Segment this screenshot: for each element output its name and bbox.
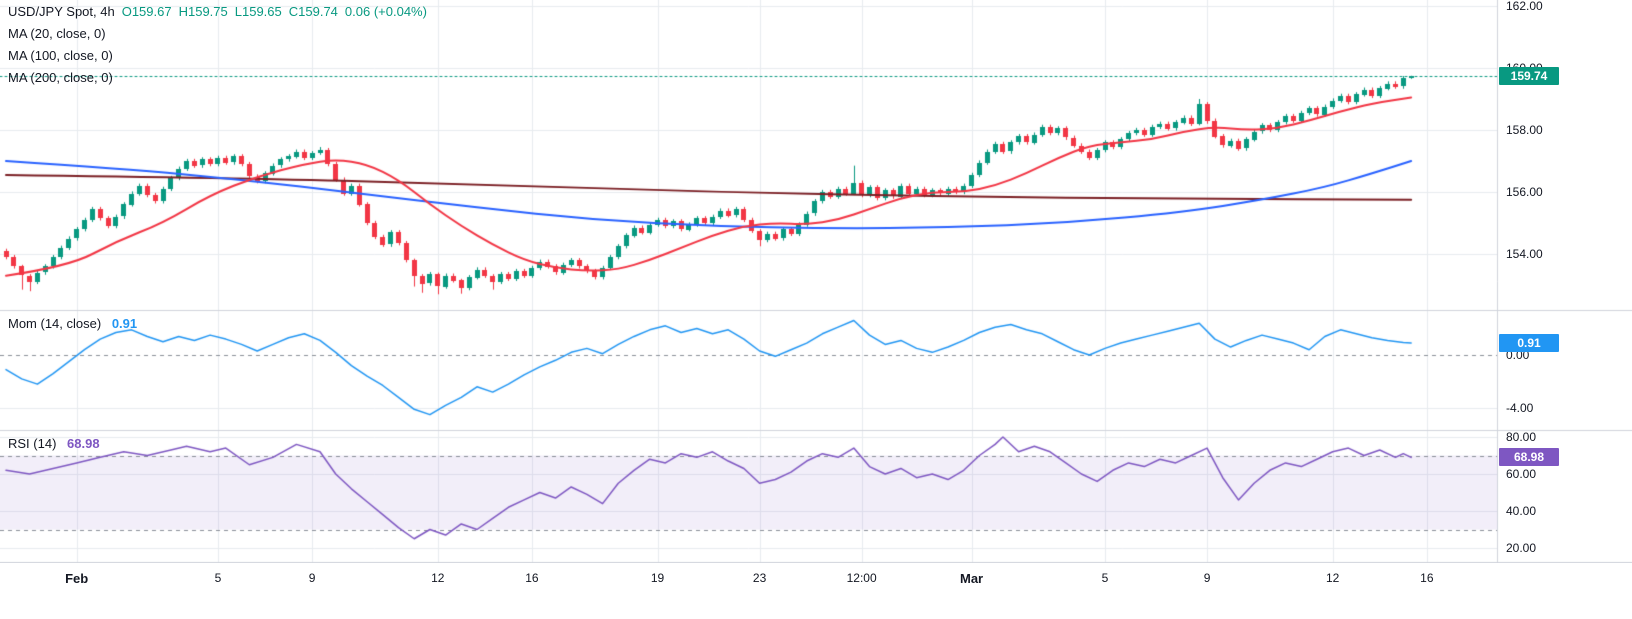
time-label: 12 — [431, 571, 445, 585]
ohlc-open: O159.67 — [121, 4, 172, 19]
time-label: 12 — [1325, 571, 1340, 585]
time-label: 9 — [308, 571, 316, 585]
time-label: 23 — [752, 571, 767, 585]
rsi-tick-label: 60.00 — [1506, 467, 1537, 481]
current-price-badge: 159.74 — [1499, 67, 1559, 86]
time-scale[interactable]: Feb 5 9 12 16 19 23 12:00 Mar 5 9 12 16 — [0, 563, 1632, 619]
time-label: 16 — [525, 571, 539, 585]
ohlc-low: L159.65 — [234, 4, 282, 19]
rsi-tick-label: 20.00 — [1506, 541, 1537, 555]
rsi-value: 68.98 — [67, 436, 100, 451]
symbol-legend-row[interactable]: USD/JPY Spot, 4h O159.67 H159.75 L159.65 C15… — [8, 4, 427, 20]
ma100-legend-row[interactable]: MA (100, close, 0) — [8, 48, 113, 64]
chart-canvas[interactable] — [0, 0, 1632, 563]
rsi-tick-label: 80.00 — [1506, 430, 1537, 444]
ma20-label: MA (20, close, 0) — [8, 26, 106, 41]
ma20-legend-row[interactable]: MA (20, close, 0) — [8, 26, 106, 42]
time-label: 9 — [1203, 571, 1211, 585]
time-label: 19 — [650, 571, 665, 585]
time-label: 5 — [1101, 571, 1109, 585]
momentum-label: Mom (14, close) — [8, 316, 102, 331]
ohlc-close: C159.74 — [288, 4, 338, 19]
ohlc-high: H159.75 — [178, 4, 228, 19]
time-label: Feb — [65, 571, 89, 586]
momentum-value: 0.91 — [111, 316, 138, 331]
symbol-title: USD/JPY Spot, 4h — [8, 4, 115, 19]
change-value: 0.06 (+0.04%) — [344, 4, 427, 19]
time-label: 12:00 — [846, 571, 877, 585]
ma200-label: MA (200, close, 0) — [8, 70, 113, 85]
rsi-tick-label: 40.00 — [1506, 504, 1537, 518]
ma100-label: MA (100, close, 0) — [8, 48, 113, 63]
rsi-legend-row[interactable]: RSI (14) 68.98 — [8, 436, 100, 452]
price-tick-label: 154.00 — [1506, 247, 1543, 261]
rsi-badge: 68.98 — [1499, 448, 1559, 467]
price-tick-label: 158.00 — [1506, 123, 1543, 137]
momentum-tick-label: -4.00 — [1506, 401, 1534, 415]
ma200-legend-row[interactable]: MA (200, close, 0) — [8, 70, 113, 86]
momentum-badge: 0.91 — [1499, 333, 1559, 352]
time-label: Mar — [959, 571, 984, 586]
price-tick-label: 156.00 — [1506, 185, 1543, 199]
momentum-legend-row[interactable]: Mom (14, close) 0.91 — [8, 316, 137, 332]
time-label: 16 — [1420, 571, 1434, 585]
price-tick-label: 162.00 — [1506, 0, 1543, 13]
rsi-label: RSI (14) — [8, 436, 57, 451]
time-label: 5 — [214, 571, 222, 585]
